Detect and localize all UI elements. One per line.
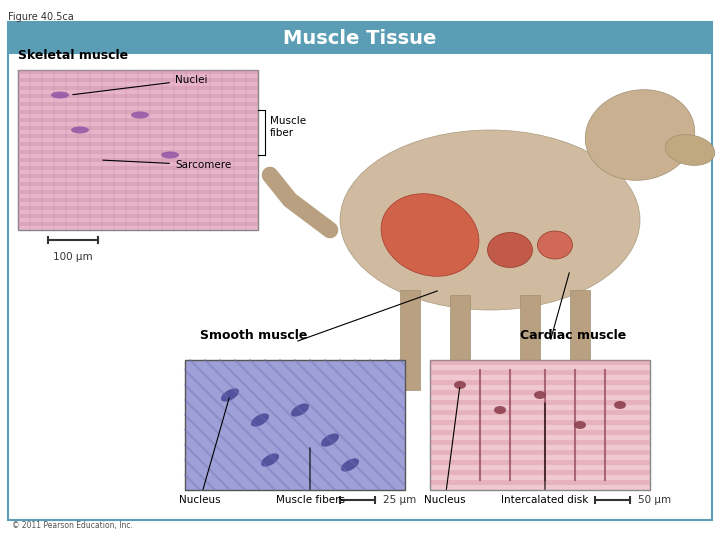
Bar — [18, 158, 258, 162]
Bar — [18, 78, 258, 82]
Ellipse shape — [251, 414, 269, 427]
Bar — [18, 174, 258, 178]
Bar — [18, 126, 258, 130]
Ellipse shape — [487, 233, 533, 267]
Text: Muscle Tissue: Muscle Tissue — [283, 29, 437, 48]
Bar — [18, 94, 258, 98]
Ellipse shape — [221, 388, 239, 402]
Ellipse shape — [261, 454, 279, 467]
Ellipse shape — [614, 401, 626, 409]
Bar — [430, 440, 650, 445]
Bar — [18, 206, 258, 210]
Ellipse shape — [538, 231, 572, 259]
Bar — [430, 450, 650, 455]
Text: 25 μm: 25 μm — [383, 495, 416, 505]
Bar — [430, 390, 650, 395]
Text: Figure 40.5ca: Figure 40.5ca — [8, 12, 73, 22]
Bar — [185, 360, 405, 490]
Bar — [18, 70, 258, 230]
Bar — [18, 110, 258, 114]
Ellipse shape — [585, 90, 695, 180]
Text: © 2011 Pearson Education, Inc.: © 2011 Pearson Education, Inc. — [12, 521, 133, 530]
Bar — [430, 410, 650, 415]
Text: Nucleus: Nucleus — [424, 388, 466, 505]
Bar — [18, 70, 258, 74]
Bar — [18, 142, 258, 146]
Ellipse shape — [665, 134, 715, 165]
Bar — [430, 470, 650, 475]
Bar — [18, 102, 258, 106]
Text: 100 μm: 100 μm — [53, 252, 93, 262]
Ellipse shape — [381, 194, 479, 276]
Text: Nuclei: Nuclei — [73, 75, 207, 94]
Bar — [430, 400, 650, 405]
Bar — [430, 360, 650, 490]
Ellipse shape — [494, 406, 506, 414]
Bar — [18, 214, 258, 218]
Text: Muscle
fiber: Muscle fiber — [270, 116, 306, 138]
Bar — [430, 370, 650, 375]
Bar — [18, 198, 258, 202]
Ellipse shape — [534, 391, 546, 399]
Text: Nucleus: Nucleus — [179, 397, 229, 505]
Text: Sarcomere: Sarcomere — [103, 160, 231, 170]
Bar — [18, 86, 258, 90]
Bar — [430, 360, 650, 365]
Bar — [430, 380, 650, 385]
Bar — [450, 295, 470, 395]
FancyBboxPatch shape — [8, 22, 712, 520]
Ellipse shape — [574, 421, 586, 429]
Bar — [430, 430, 650, 435]
Ellipse shape — [321, 434, 339, 447]
Ellipse shape — [454, 381, 466, 389]
Text: Skeletal muscle: Skeletal muscle — [18, 49, 128, 62]
Bar — [570, 290, 590, 390]
Bar — [8, 22, 712, 54]
Bar — [18, 118, 258, 122]
Ellipse shape — [71, 126, 89, 133]
Bar — [430, 420, 650, 425]
Ellipse shape — [51, 91, 69, 98]
Bar — [18, 190, 258, 194]
Text: 50 μm: 50 μm — [638, 495, 671, 505]
Bar — [520, 295, 540, 395]
Ellipse shape — [131, 111, 149, 118]
Bar — [18, 222, 258, 226]
Bar — [18, 134, 258, 138]
Ellipse shape — [161, 152, 179, 159]
Bar — [18, 166, 258, 170]
Bar — [430, 460, 650, 465]
Ellipse shape — [340, 130, 640, 310]
Text: Intercalated disk: Intercalated disk — [501, 403, 589, 505]
Bar — [430, 480, 650, 485]
Text: Smooth muscle: Smooth muscle — [200, 329, 307, 342]
Bar — [18, 182, 258, 186]
Text: Muscle fibers: Muscle fibers — [276, 448, 344, 505]
Ellipse shape — [341, 458, 359, 471]
Ellipse shape — [291, 403, 309, 417]
Bar — [400, 290, 420, 390]
Text: Cardiac muscle: Cardiac muscle — [520, 329, 626, 342]
Bar — [18, 150, 258, 154]
